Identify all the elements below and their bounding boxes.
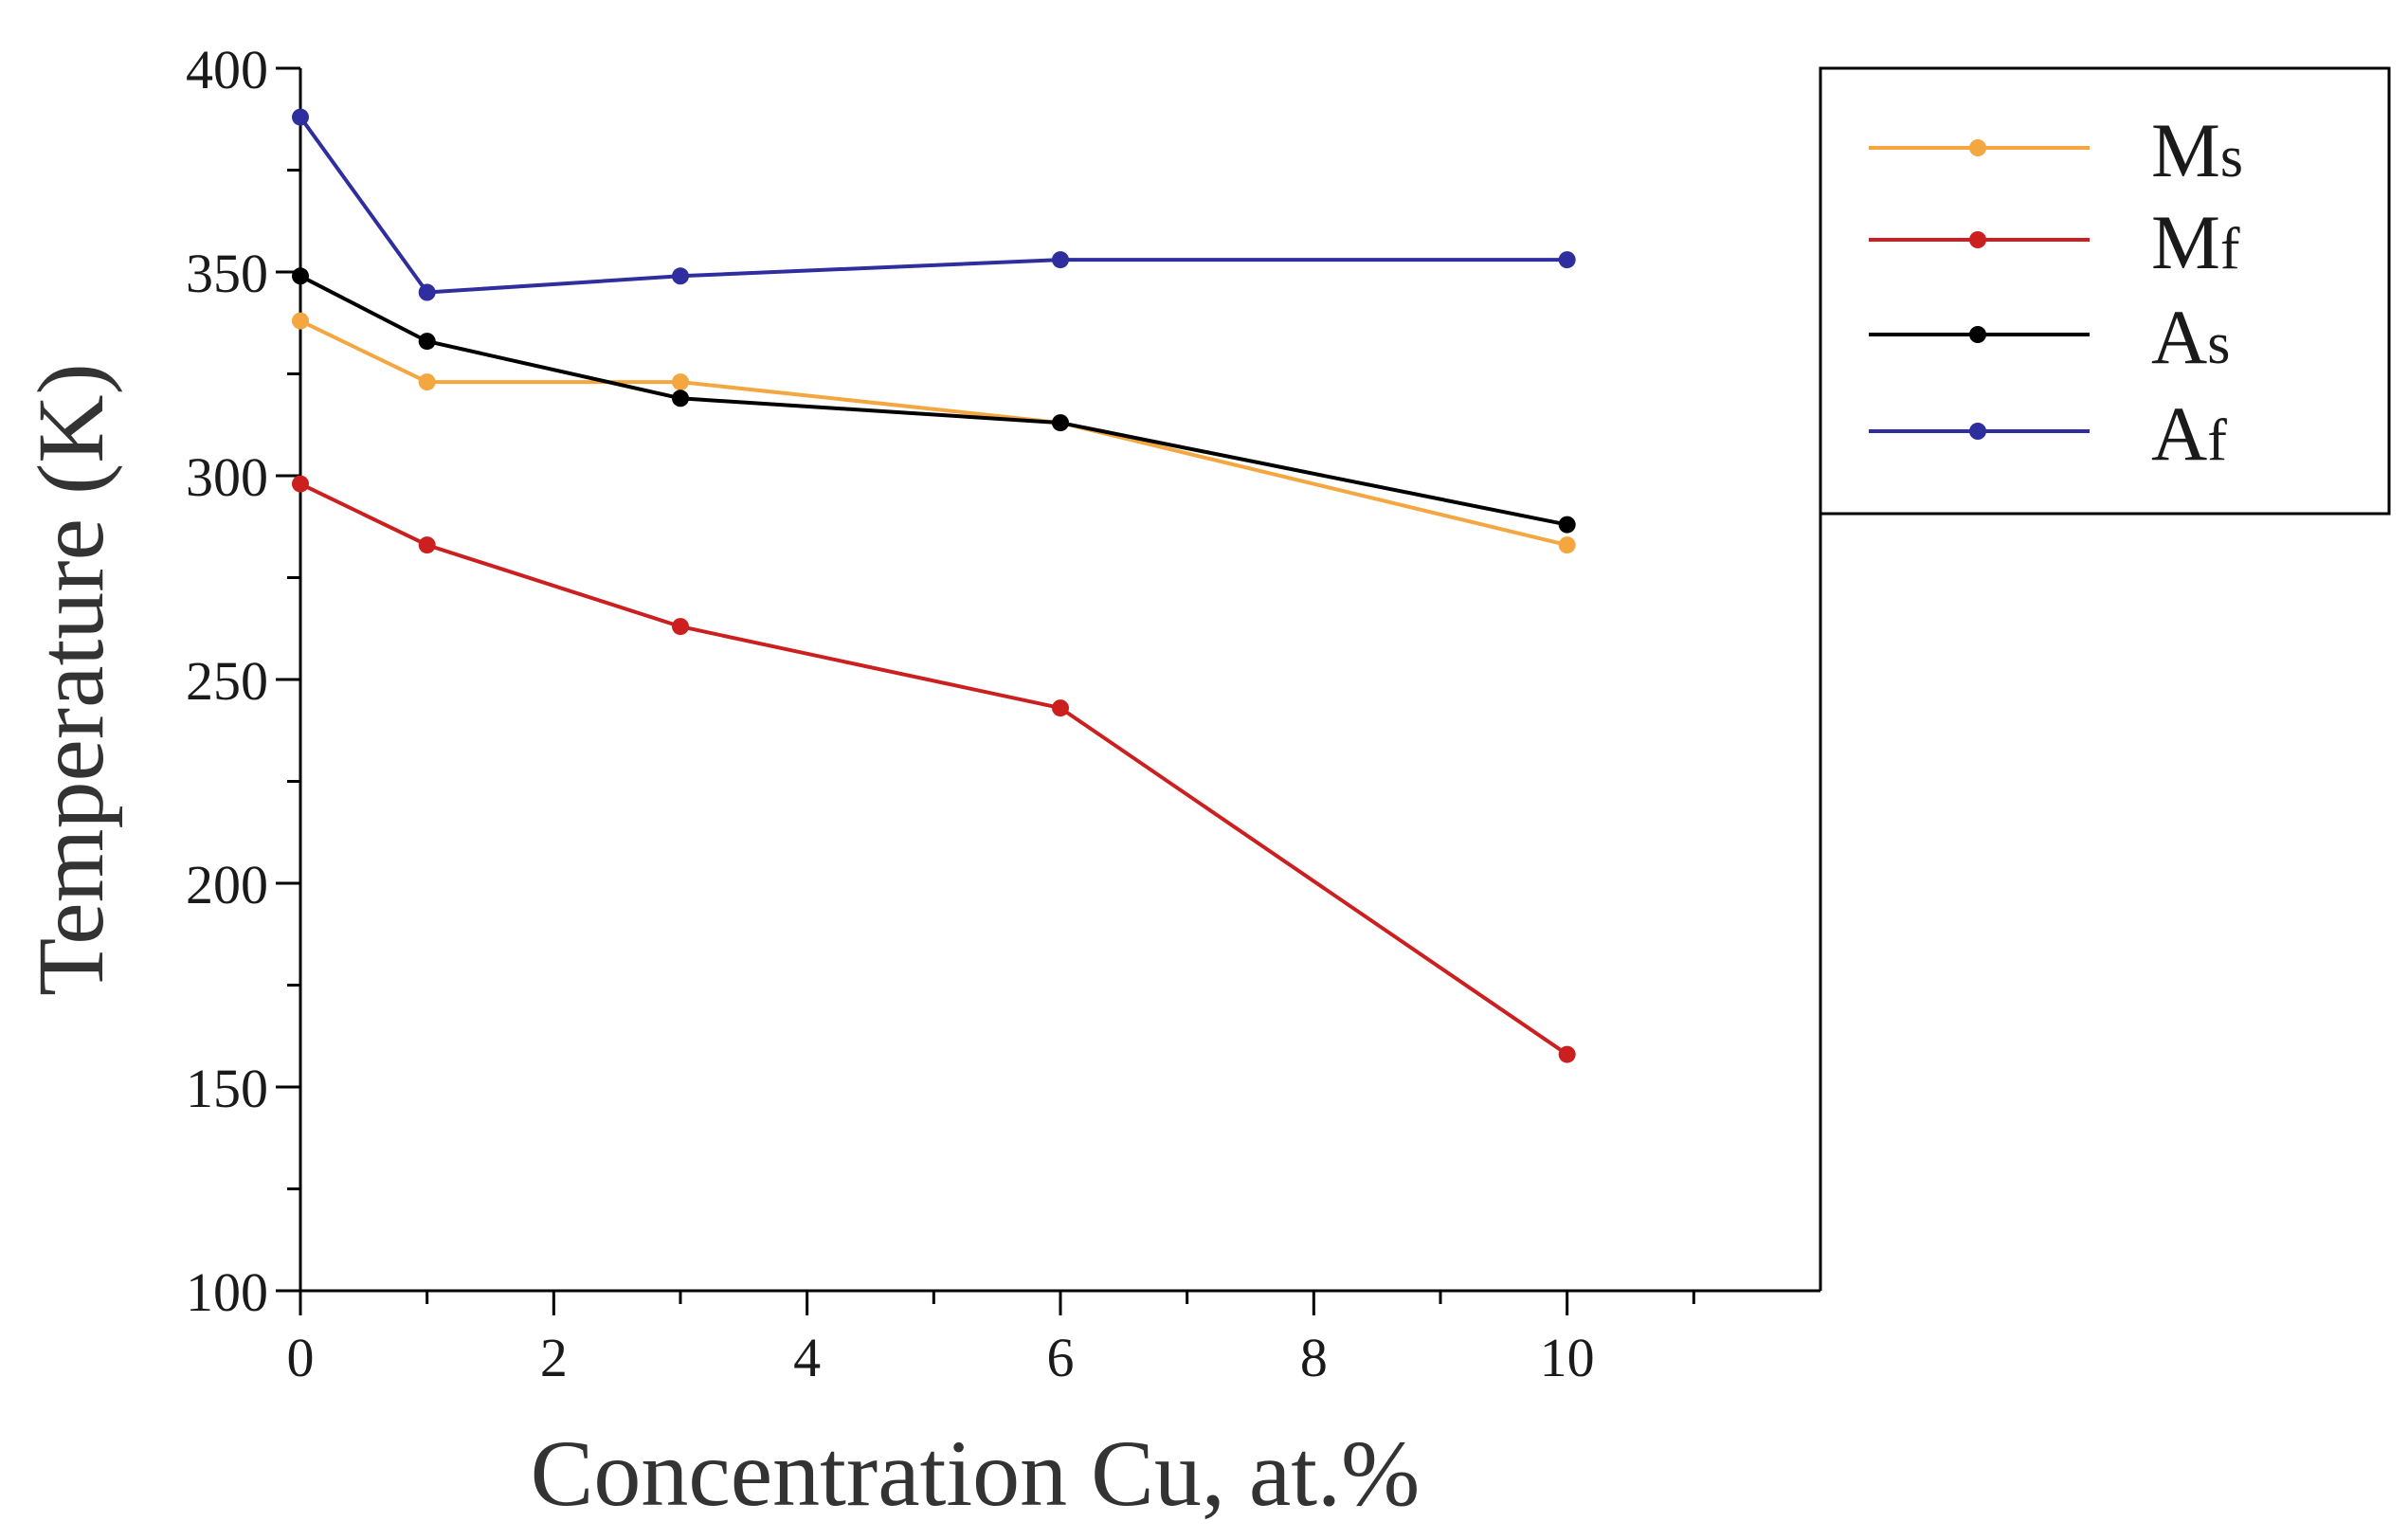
legend-label: Af <box>2151 390 2227 477</box>
legend-label-main: M <box>2151 107 2220 193</box>
legend-item-ms: Ms <box>1869 107 2243 193</box>
legend-marker <box>1969 423 1986 440</box>
legend-label-main: M <box>2151 199 2220 285</box>
y-tick-label: 300 <box>186 446 268 508</box>
legend-label: Mf <box>2151 199 2240 285</box>
legend-label-subscript: s <box>2207 312 2230 376</box>
legend-label: As <box>2151 294 2230 380</box>
legend-marker <box>1969 231 1986 248</box>
x-tick-label: 10 <box>1540 1327 1595 1388</box>
y-tick-label: 200 <box>186 854 268 915</box>
legend-box <box>1819 66 2391 516</box>
data-point-mf <box>1052 699 1069 717</box>
data-point-as <box>1052 414 1069 432</box>
data-point-ms <box>292 312 309 330</box>
legend-marker <box>1969 326 1986 343</box>
x-tick-label: 2 <box>540 1327 568 1388</box>
data-point-af <box>1558 251 1576 269</box>
legend-item-as: As <box>1869 294 2230 380</box>
legend-label: Ms <box>2151 107 2243 193</box>
x-tick-label: 0 <box>287 1327 315 1388</box>
data-point-mf <box>672 618 689 636</box>
data-point-mf <box>418 536 436 554</box>
data-point-as <box>672 390 689 408</box>
data-point-ms <box>672 373 689 391</box>
data-point-as <box>292 267 309 285</box>
legend-label-subscript: f <box>2207 408 2227 473</box>
data-point-af <box>292 108 309 126</box>
data-point-af <box>418 283 436 301</box>
y-tick-label: 400 <box>186 39 268 100</box>
legend-label-main: A <box>2151 390 2207 477</box>
data-point-af <box>1052 251 1069 269</box>
legend-item-mf: Mf <box>1869 199 2240 285</box>
series-af <box>292 108 1576 301</box>
data-point-ms <box>418 373 436 391</box>
data-point-as <box>1558 516 1576 534</box>
y-tick-label: 350 <box>186 243 268 304</box>
legend-item-af: Af <box>1869 390 2227 477</box>
y-tick-label: 150 <box>186 1058 268 1119</box>
x-axis-title: Concentration Cu, at.% <box>531 1421 1421 1526</box>
legend-label-main: A <box>2151 294 2207 380</box>
y-axis-title: Temperature (K) <box>18 363 123 996</box>
y-tick-label: 250 <box>186 650 268 712</box>
legend-marker <box>1969 139 1986 156</box>
y-tick-label: 100 <box>186 1261 268 1323</box>
legend-label-subscript: f <box>2220 217 2240 281</box>
x-tick-label: 8 <box>1300 1327 1328 1388</box>
series-mf <box>292 475 1576 1063</box>
data-point-as <box>418 333 436 351</box>
data-point-af <box>672 267 689 285</box>
data-point-mf <box>292 475 309 493</box>
y-axis-title-group: Temperature (K) <box>18 363 123 996</box>
x-tick-label: 6 <box>1047 1327 1075 1388</box>
data-point-ms <box>1558 536 1576 554</box>
data-point-mf <box>1558 1045 1576 1063</box>
x-tick-label: 4 <box>793 1327 821 1388</box>
legend-label-subscript: s <box>2220 125 2243 190</box>
series-as <box>292 267 1576 534</box>
